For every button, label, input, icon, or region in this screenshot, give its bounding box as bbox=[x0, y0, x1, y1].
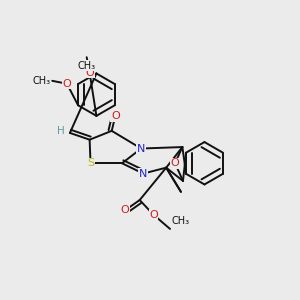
Text: S: S bbox=[87, 158, 94, 168]
Text: CH₃: CH₃ bbox=[78, 61, 96, 71]
Text: CH₃: CH₃ bbox=[172, 216, 190, 226]
Text: O: O bbox=[171, 158, 179, 168]
Text: O: O bbox=[121, 206, 129, 215]
Text: CH₃: CH₃ bbox=[33, 76, 51, 86]
Text: O: O bbox=[111, 111, 120, 121]
Text: O: O bbox=[85, 68, 94, 78]
Text: N: N bbox=[137, 143, 146, 154]
Text: O: O bbox=[63, 79, 71, 89]
Text: N: N bbox=[139, 169, 147, 178]
Text: H: H bbox=[57, 126, 64, 136]
Text: O: O bbox=[149, 210, 158, 220]
